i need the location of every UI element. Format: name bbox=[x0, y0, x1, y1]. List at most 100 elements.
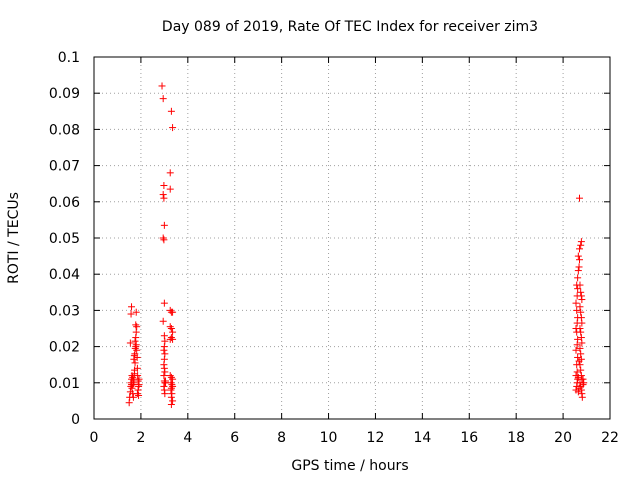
data-point bbox=[160, 194, 168, 202]
data-point bbox=[169, 308, 177, 316]
y-axis-label: ROTI / TECUs bbox=[6, 192, 22, 284]
x-tick-label: 22 bbox=[601, 430, 619, 446]
data-point bbox=[574, 267, 582, 275]
data-point bbox=[573, 306, 581, 314]
data-point bbox=[577, 328, 585, 336]
data-point bbox=[166, 185, 174, 193]
chart-title: Day 089 of 2019, Rate Of TEC Index for r… bbox=[162, 19, 538, 35]
data-point bbox=[129, 373, 137, 381]
data-point bbox=[160, 182, 168, 190]
data-point bbox=[575, 263, 583, 271]
data-point bbox=[576, 325, 584, 332]
data-point bbox=[131, 359, 139, 367]
data-point bbox=[129, 393, 137, 401]
data-point bbox=[574, 285, 582, 293]
data-point bbox=[160, 299, 168, 307]
data-point bbox=[133, 323, 141, 331]
data-point bbox=[160, 236, 168, 244]
data-point bbox=[576, 303, 584, 311]
x-tick-label: 14 bbox=[413, 430, 431, 446]
y-tick-label: 0.01 bbox=[49, 376, 80, 392]
data-point bbox=[161, 368, 169, 376]
x-axis-label: GPS time / hours bbox=[291, 458, 408, 474]
axis-ticks: 0 2 4 6 8 10 12 14 16 18 20 22 0 0.01 0.02 0.03 0.04 0.05… bbox=[49, 50, 619, 446]
data-point bbox=[160, 221, 168, 229]
data-point bbox=[578, 296, 586, 304]
data-point bbox=[159, 234, 167, 242]
data-point bbox=[133, 346, 141, 354]
data-point bbox=[159, 317, 167, 325]
data-point bbox=[167, 386, 175, 394]
data-point bbox=[576, 281, 584, 289]
data-point bbox=[169, 382, 177, 390]
data-point bbox=[579, 375, 587, 383]
y-tick-label: 0.09 bbox=[49, 86, 80, 102]
x-tick-label: 20 bbox=[554, 430, 572, 446]
x-tick-label: 18 bbox=[507, 430, 525, 446]
data-point bbox=[580, 379, 588, 387]
data-point bbox=[131, 337, 139, 345]
y-tick-label: 0.1 bbox=[58, 50, 80, 66]
x-tick-label: 4 bbox=[183, 430, 192, 446]
data-point bbox=[572, 346, 580, 354]
data-point bbox=[572, 299, 580, 307]
data-point bbox=[573, 368, 581, 376]
data-point bbox=[133, 353, 141, 361]
data-point bbox=[169, 375, 177, 383]
y-tick-label: 0.06 bbox=[49, 195, 80, 211]
data-point bbox=[576, 344, 584, 352]
data-point bbox=[574, 388, 582, 396]
data-point bbox=[577, 308, 585, 316]
data-point bbox=[166, 169, 174, 177]
data-point bbox=[575, 357, 583, 365]
grid-lines bbox=[94, 57, 610, 419]
data-point bbox=[169, 124, 177, 132]
x-tick-label: 2 bbox=[136, 430, 145, 446]
data-point bbox=[128, 303, 136, 311]
y-tick-label: 0.02 bbox=[49, 340, 80, 356]
data-point bbox=[159, 95, 167, 103]
data-point bbox=[167, 393, 175, 401]
x-tick-label: 0 bbox=[90, 430, 99, 446]
y-tick-label: 0 bbox=[71, 412, 80, 428]
x-tick-label: 16 bbox=[460, 430, 478, 446]
data-point bbox=[577, 288, 585, 296]
data-point bbox=[169, 397, 177, 405]
data-point bbox=[132, 321, 140, 329]
data-point bbox=[574, 252, 582, 260]
data-point bbox=[574, 353, 582, 361]
data-point bbox=[578, 339, 586, 347]
data-point bbox=[167, 107, 175, 115]
data-point bbox=[161, 390, 169, 398]
x-tick-label: 10 bbox=[320, 430, 338, 446]
data-point bbox=[132, 308, 140, 316]
data-point bbox=[166, 323, 174, 331]
y-tick-label: 0.08 bbox=[49, 122, 80, 138]
data-point bbox=[169, 328, 177, 336]
data-points bbox=[125, 82, 588, 409]
data-point bbox=[127, 310, 135, 318]
data-point bbox=[128, 381, 136, 389]
data-point bbox=[577, 350, 585, 358]
data-point bbox=[159, 191, 167, 199]
data-point bbox=[167, 325, 175, 332]
data-point bbox=[160, 346, 168, 354]
y-tick-label: 0.07 bbox=[49, 159, 80, 175]
y-tick-label: 0.04 bbox=[49, 267, 80, 283]
data-point bbox=[577, 366, 585, 374]
data-point bbox=[133, 390, 141, 398]
y-tick-label: 0.05 bbox=[49, 231, 80, 247]
data-point bbox=[135, 375, 143, 383]
data-point bbox=[578, 319, 586, 327]
data-point bbox=[135, 391, 143, 399]
y-tick-label: 0.03 bbox=[49, 303, 80, 319]
data-point bbox=[574, 335, 582, 343]
data-point bbox=[576, 256, 584, 264]
x-tick-label: 8 bbox=[277, 430, 286, 446]
data-point bbox=[578, 393, 586, 401]
data-point bbox=[576, 245, 584, 253]
data-point bbox=[158, 82, 166, 90]
data-point bbox=[133, 364, 141, 372]
data-point bbox=[167, 334, 175, 342]
